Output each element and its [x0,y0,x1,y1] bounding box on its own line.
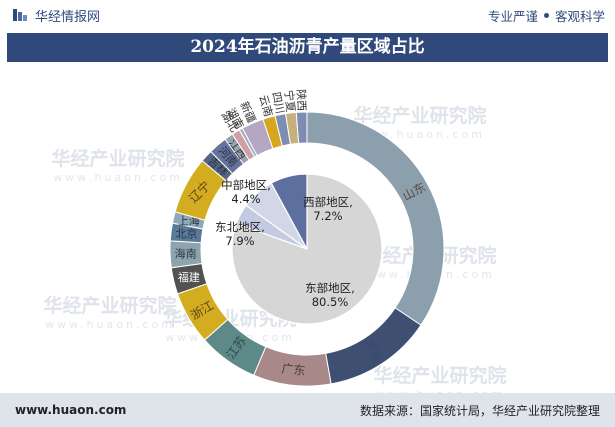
tagline-right: 客观科学 [554,8,605,24]
data-source: 数据来源：国家统计局，华经产业研究院整理 [359,403,600,418]
logo-icon [13,9,27,21]
watermark-text: 华经产业研究院 [43,294,176,317]
footer: www.huaon.com 数据来源：国家统计局，华经产业研究院整理 [0,393,615,427]
outer-slice-label: 福建 [178,270,200,284]
outer-slice-label: 四川 [269,91,286,115]
inner-slice-label: 中部地区, 4.4% [221,178,271,206]
inner-slice [270,173,308,250]
watermark-text: 华经产业研究院 [51,147,184,170]
inner-slice-label: 东北地区, 7.9% [215,220,265,248]
watermark-url: www.huaon.com [53,171,183,184]
inner-pie: 东部地区, 80.5% 中部地区, 4.4% 西部地区, 7.2% 东北地区, 7.9% [215,173,383,325]
chart-title: 2024年石油沥青产量区域占比 [7,33,608,62]
watermark-url: www.huaon.com [45,318,175,331]
tagline: 专业严谨 客观科学 [488,6,605,25]
dot-separator [543,12,549,18]
top-bar: 华经情报网 专业严谨 客观科学 [0,0,615,30]
brand-name: 华经情报网 [35,9,101,25]
outer-slice-label: 北京 [175,226,197,240]
outer-slice [295,111,308,144]
inner-slice-label: 西部地区, 7.2% [303,195,353,223]
outer-slice-label: 陕西 [294,89,309,112]
outer-slice-label: 云南 [256,93,275,118]
outer-slice-label: 宁夏 [282,89,298,112]
outer-slice-label: 海南 [175,246,197,260]
website-link[interactable]: www.huaon.com [15,403,127,417]
watermark-text: 华经产业研究院 [353,104,486,127]
tagline-left: 专业严谨 [487,8,538,24]
watermark-text: 华经产业研究院 [373,364,506,387]
outer-slice-label: 广东 [281,361,306,378]
inner-slice-label: 东部地区, 80.5% [305,281,355,309]
brand: 华经情报网 [12,6,100,25]
